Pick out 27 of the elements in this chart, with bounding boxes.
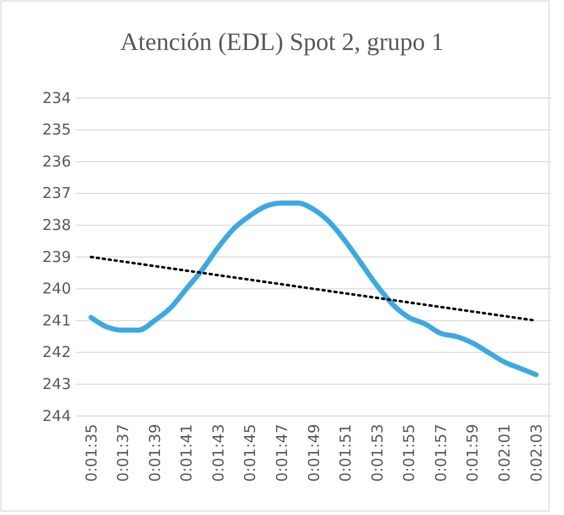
y-tick-label: 243	[42, 375, 71, 393]
y-tick-label: 235	[42, 120, 71, 139]
x-tick-label: 0:01:53	[368, 424, 386, 482]
y-tick-label: 244	[42, 406, 71, 425]
y-tick-label: 238	[42, 216, 71, 234]
y-tick-label: 236	[42, 152, 71, 170]
x-tick-label: 0:01:47	[272, 424, 291, 482]
y-tick-label: 240	[42, 280, 71, 298]
x-tick-label: 0:01:51	[336, 424, 355, 482]
y-tick-label: 239	[42, 248, 71, 266]
x-tick-label: 0:01:37	[114, 424, 132, 482]
x-tick-label: 0:01:41	[178, 424, 196, 482]
x-tick-label: 0:02:01	[495, 424, 514, 482]
x-tick-label: 0:01:45	[241, 424, 260, 482]
x-tick-label: 0:02:03	[527, 424, 546, 482]
y-tick-label: 242	[42, 343, 71, 362]
chart-title: Atención (EDL) Spot 2, grupo 1	[120, 29, 444, 56]
x-tick-label: 0:01:57	[432, 424, 450, 482]
x-tick-label: 0:01:55	[400, 424, 418, 482]
x-tick-label: 0:01:43	[209, 424, 228, 482]
x-tick-label: 0:01:39	[146, 424, 164, 482]
y-tick-label: 234	[42, 88, 71, 107]
x-tick-label: 0:01:59	[464, 424, 482, 482]
y-tick-label: 241	[42, 311, 71, 330]
y-tick-label: 237	[42, 184, 71, 202]
x-tick-label: 0:01:49	[304, 424, 323, 482]
x-tick-label: 0:01:35	[82, 424, 100, 482]
